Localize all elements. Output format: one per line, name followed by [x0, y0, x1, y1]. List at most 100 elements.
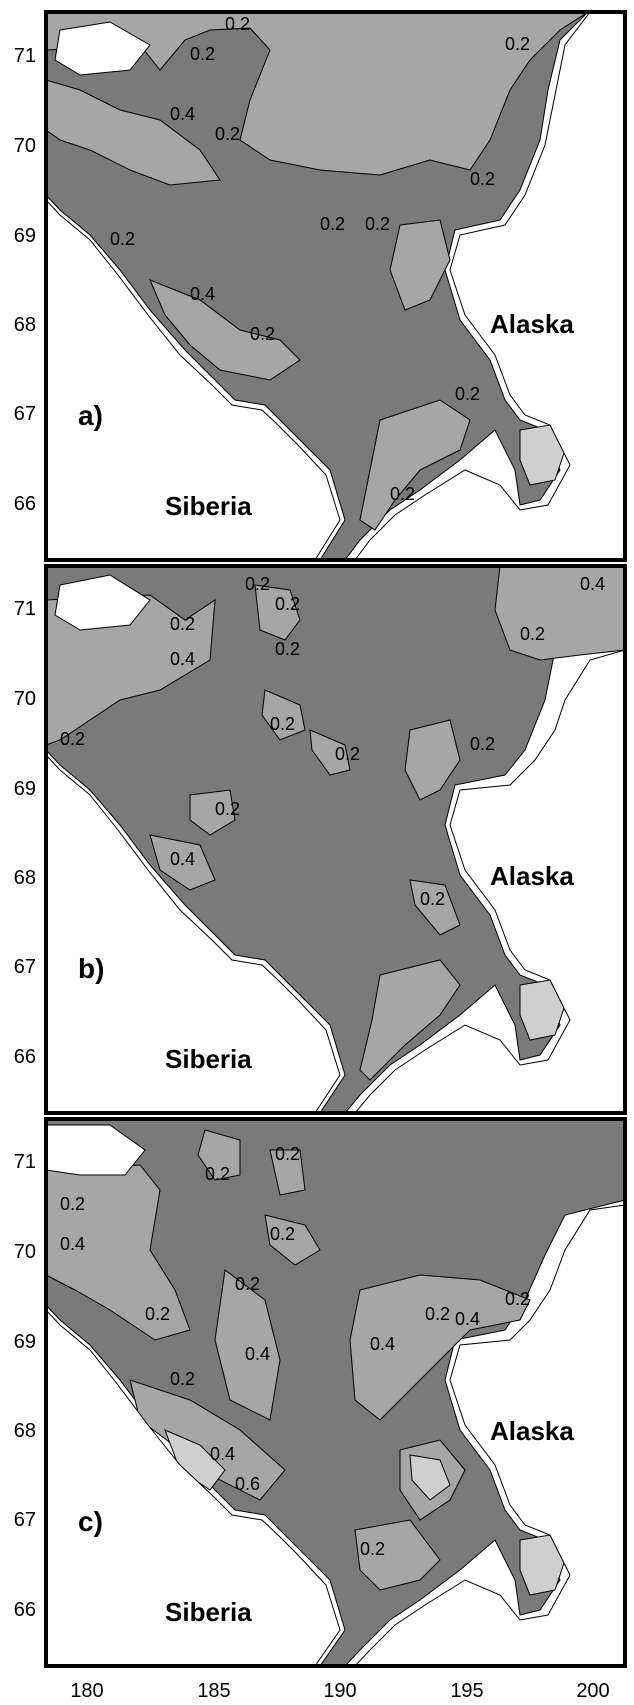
x-tick-label: 190	[323, 1680, 356, 1702]
panel-b-frame	[44, 564, 627, 1115]
panel-a: 0.2 0.2 0.2 0.4 0.2 0.2 0.2 0.2 0.4 0.2 …	[44, 10, 627, 562]
place-label-siberia: Siberia	[165, 1044, 252, 1074]
panel-b-mid-zone	[149, 834, 216, 891]
contour-label: 0.2	[275, 594, 300, 614]
contour-label: 0.2	[190, 44, 215, 64]
panel-b-mid-zone	[359, 959, 461, 1081]
panel-c-high-zone	[409, 1454, 451, 1501]
contour-label: 0.2	[235, 1274, 260, 1294]
contour-label: 0.2	[225, 14, 250, 34]
contour-label: 0.2	[425, 1304, 450, 1324]
contour-label: 0.2	[390, 484, 415, 504]
contour-label: 0.2	[110, 229, 135, 249]
place-label-siberia: Siberia	[165, 491, 252, 521]
panel-a-alaska-land	[354, 12, 625, 560]
panel-b-mid-zone	[254, 584, 301, 641]
panel-a-siberia-land	[46, 199, 341, 560]
contour-label: 0.4	[170, 104, 195, 124]
panel-a-mid-zone	[389, 219, 451, 311]
contour-label: 0.4	[370, 1334, 395, 1354]
y-axis-panel-c: 71 70 69 68 67 66	[14, 1151, 36, 1621]
panel-a-frame	[44, 10, 627, 562]
contour-label: 0.4	[455, 1309, 480, 1329]
panel-letter: a)	[78, 400, 103, 431]
contour-label: 0.2	[215, 124, 240, 144]
panel-c-mid-zone	[46, 1164, 191, 1341]
y-tick-label: 68	[14, 1420, 36, 1442]
y-tick-label: 70	[14, 688, 36, 710]
panel-c-mid-zone	[349, 1274, 531, 1421]
panel-b-mid-zone	[404, 719, 461, 801]
contour-label: 0.2	[505, 1289, 530, 1309]
contour-label: 0.4	[170, 849, 195, 869]
contour-label: 0.2	[60, 1194, 85, 1214]
x-tick-label: 180	[70, 1680, 103, 1702]
contour-label: 0.2	[170, 1369, 195, 1389]
contour-label: 0.2	[360, 1539, 385, 1559]
contour-label: 0.2	[455, 384, 480, 404]
y-tick-label: 70	[14, 135, 36, 157]
panel-a-mid-zone	[359, 399, 471, 531]
panel-c-mid-zone	[354, 1519, 441, 1591]
panel-letter: c)	[78, 1506, 103, 1537]
contour-label: 0.2	[275, 639, 300, 659]
panel-b-siberia-land	[46, 754, 341, 1113]
panel-c-alaska-land	[354, 1204, 625, 1666]
contour-label: 0.2	[470, 169, 495, 189]
contour-label: 0.2	[520, 624, 545, 644]
x-tick-label: 185	[197, 1680, 230, 1702]
y-tick-label: 66	[14, 1046, 36, 1068]
y-tick-label: 67	[14, 956, 36, 978]
y-tick-label: 71	[14, 598, 36, 620]
panel-c: 0.2 0.2 0.2 0.4 0.2 0.2 0.2 0.4 0.2 0.2 …	[44, 1117, 627, 1668]
contour-label: 0.2	[215, 799, 240, 819]
place-label-alaska: Alaska	[490, 861, 574, 891]
contour-label: 0.2	[470, 734, 495, 754]
panel-b: 0.2 0.2 0.4 0.2 0.2 0.2 0.2 0.2 0.2 0.4 …	[44, 564, 627, 1115]
x-axis: 180 185 190 195 200	[70, 1680, 609, 1702]
y-tick-label: 69	[14, 1331, 36, 1353]
contour-label: 0.4	[210, 1444, 235, 1464]
x-tick-label: 195	[450, 1680, 483, 1702]
contour-label: 0.2	[420, 889, 445, 909]
contour-label: 0.2	[275, 1144, 300, 1164]
panel-c-frame	[44, 1117, 627, 1668]
panel-letter: b)	[78, 953, 104, 984]
contour-label: 0.2	[320, 214, 345, 234]
panel-c-mid-zone	[214, 1269, 281, 1421]
contour-label: 0.2	[505, 34, 530, 54]
panel-a-mid-zone	[46, 12, 589, 176]
y-tick-label: 69	[14, 225, 36, 247]
panel-a-island	[54, 21, 151, 76]
y-tick-label: 68	[14, 867, 36, 889]
panel-c-mid-zone	[197, 1129, 241, 1181]
x-tick-label: 200	[576, 1680, 609, 1702]
panel-c-siberia-land	[46, 1309, 341, 1666]
panel-b-mid-zone	[46, 594, 216, 746]
panel-b-mid-zone	[189, 789, 236, 836]
y-tick-label: 71	[14, 1151, 36, 1173]
contour-label: 0.2	[170, 614, 195, 634]
y-axis-panel-b: 71 70 69 68 67 66	[14, 598, 36, 1068]
y-tick-label: 69	[14, 778, 36, 800]
contour-label: 0.2	[250, 324, 275, 344]
y-tick-label: 68	[14, 314, 36, 336]
panel-b-mid-zone	[494, 566, 625, 661]
panel-b-mid-zone	[309, 729, 351, 776]
panel-c-island	[46, 1124, 146, 1176]
contour-label: 0.2	[335, 744, 360, 764]
contour-label: 0.2	[270, 714, 295, 734]
y-tick-label: 66	[14, 493, 36, 515]
contour-label: 0.4	[60, 1234, 85, 1254]
place-label-alaska: Alaska	[490, 1416, 574, 1446]
y-tick-label: 67	[14, 1509, 36, 1531]
place-label-siberia: Siberia	[165, 1597, 252, 1627]
contour-label: 0.4	[170, 649, 195, 669]
place-label-alaska: Alaska	[490, 309, 574, 339]
panel-c-mid-zone	[269, 1149, 306, 1196]
panel-a-mid-zone	[149, 279, 301, 381]
contour-label: 0.2	[270, 1224, 295, 1244]
contour-label: 0.6	[235, 1474, 260, 1494]
contour-label: 0.4	[245, 1344, 270, 1364]
